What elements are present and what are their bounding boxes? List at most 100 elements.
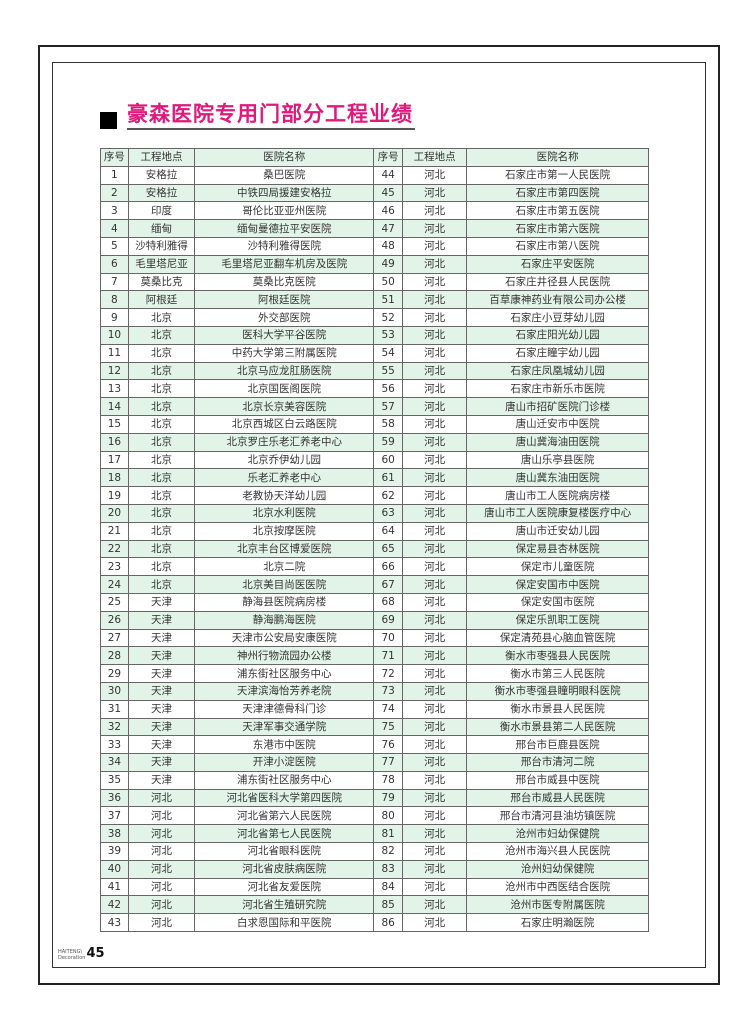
cell-hospital: 北京二院: [194, 557, 375, 577]
cell-location: 河北: [402, 379, 468, 399]
cell-index: 10: [100, 325, 129, 345]
cell-index: 73: [373, 681, 404, 701]
table-row: 39 河北 河北省眼科医院 82 河北 沧州市海兴县人民医院: [100, 842, 649, 861]
cell-location: 河北: [402, 432, 468, 452]
cell-hospital: 河北省生殖研究院: [194, 895, 375, 915]
cell-index: 86: [373, 913, 404, 933]
cell-index: 21: [100, 521, 129, 541]
cell-index: 81: [373, 824, 404, 844]
cell-location: 北京: [127, 468, 196, 488]
table-row: 41 河北 河北省友爱医院 84 河北 沧州市中西医结合医院: [100, 877, 649, 897]
cell-hospital: 哥伦比亚亚州医院: [194, 201, 375, 221]
cell-location: 安格拉: [127, 183, 196, 203]
cell-hospital: 乐老汇养老中心: [194, 468, 375, 488]
cell-location: 河北: [402, 806, 468, 826]
cell-hospital: 河北省医科大学第四医院: [194, 788, 375, 808]
cell-location: 天津: [127, 628, 196, 648]
cell-hospital: 沧州市妇幼保健院: [466, 824, 649, 844]
table-row: 27 天津 天津市公安局安康医院 70 河北 保定清苑县心脑血管医院: [100, 628, 649, 648]
cell-hospital: 河北省第七人民医院: [194, 824, 375, 844]
cell-hospital: 静海县医院病房楼: [194, 592, 375, 612]
cell-index: 56: [373, 379, 404, 399]
cell-hospital: 保定市儿童医院: [466, 557, 649, 577]
cell-location: 河北: [402, 557, 468, 577]
cell-index: 67: [373, 575, 404, 594]
table-row: 34 天津 开津小淀医院 77 河北 邢台市清河二院: [100, 753, 649, 772]
cell-hospital: 浦东街社区服务中心: [194, 770, 375, 790]
table-row: 31 天津 天津津德骨科门诊 74 河北 衡水市景县人民医院: [100, 699, 649, 719]
cell-location: 印度: [127, 201, 196, 221]
cell-location: 北京: [127, 486, 196, 505]
cell-index: 25: [100, 592, 129, 612]
cell-location: 天津: [127, 699, 196, 719]
table-row: 12 北京 北京马应龙肛肠医院 55 河北 石家庄凤凰城幼儿园: [100, 361, 649, 381]
cell-location: 北京: [127, 539, 196, 559]
cell-hospital: 莫桑比克医院: [194, 272, 375, 292]
cell-hospital: 唐山冀海油田医院: [466, 432, 649, 452]
header-index: 序号: [100, 148, 129, 167]
cell-hospital: 石家庄凤凰城幼儿园: [466, 361, 649, 381]
table-row: 23 北京 北京二院 66 河北 保定市儿童医院: [100, 557, 649, 577]
table-row: 5 沙特利雅得 沙特利雅得医院 48 河北 石家庄市第八医院: [100, 236, 649, 256]
cell-hospital: 神州行物流园办公楼: [194, 646, 375, 666]
table-row: 3 印度 哥伦比亚亚州医院 46 河北 石家庄市第五医院: [100, 201, 649, 221]
cell-hospital: 保定乐凯职工医院: [466, 610, 649, 630]
cell-location: 河北: [402, 503, 468, 523]
cell-location: 北京: [127, 379, 196, 399]
cell-hospital: 石家庄明瀚医院: [466, 913, 649, 933]
cell-index: 6: [100, 254, 129, 274]
cell-index: 46: [373, 201, 404, 221]
cell-hospital: 唐山冀东油田医院: [466, 468, 649, 488]
cell-hospital: 石家庄市第八医院: [466, 236, 649, 256]
cell-index: 68: [373, 592, 404, 612]
cell-index: 16: [100, 432, 129, 452]
cell-location: 北京: [127, 397, 196, 416]
outer-border: [38, 45, 720, 985]
table-row: 9 北京 外交部医院 52 河北 石家庄小豆芽幼儿园: [100, 308, 649, 327]
table-row: 15 北京 北京西城区白云路医院 58 河北 唐山迁安市中医院: [100, 414, 649, 434]
cell-location: 天津: [127, 664, 196, 683]
cell-index: 53: [373, 325, 404, 345]
cell-location: 河北: [402, 913, 468, 933]
cell-location: 北京: [127, 325, 196, 345]
table-row: 6 毛里塔尼亚 毛里塔尼亚翻车机房及医院 49 河北 石家庄平安医院: [100, 254, 649, 274]
cell-index: 27: [100, 628, 129, 648]
table-row: 16 北京 北京罗庄乐老汇养老中心 59 河北 唐山冀海油田医院: [100, 432, 649, 452]
cell-location: 河北: [402, 842, 468, 861]
table-row: 35 天津 浦东街社区服务中心 78 河北 邢台市威县中医院: [100, 770, 649, 790]
cell-location: 河北: [402, 735, 468, 755]
cell-hospital: 邢台市威县人民医院: [466, 788, 649, 808]
table-header-row: 序号 工程地点 医院名称 序号 工程地点 医院名称: [100, 148, 649, 167]
cell-hospital: 浦东街社区服务中心: [194, 664, 375, 683]
cell-hospital: 衡水市景县人民医院: [466, 699, 649, 719]
cell-location: 北京: [127, 432, 196, 452]
cell-location: 河北: [402, 664, 468, 683]
cell-hospital: 北京丰台区博爱医院: [194, 539, 375, 559]
header-hospital: 医院名称: [466, 148, 649, 167]
cell-index: 17: [100, 450, 129, 470]
cell-hospital: 保定安国市医院: [466, 592, 649, 612]
cell-location: 河北: [402, 165, 468, 185]
cell-location: 河北: [127, 842, 196, 861]
table-row: 18 北京 乐老汇养老中心 61 河北 唐山冀东油田医院: [100, 468, 649, 488]
cell-hospital: 北京罗庄乐老汇养老中心: [194, 432, 375, 452]
table-row: 32 天津 天津军事交通学院 75 河北 衡水市景县第二人民医院: [100, 717, 649, 737]
cell-hospital: 东港市中医院: [194, 735, 375, 755]
header-hospital: 医院名称: [194, 148, 375, 167]
cell-hospital: 石家庄市第一人民医院: [466, 165, 649, 185]
cell-index: 39: [100, 842, 129, 861]
projects-table: 序号 工程地点 医院名称 序号 工程地点 医院名称 1 安格拉 桑巴医院 44 河北 石家…: [100, 148, 649, 933]
cell-location: 河北: [402, 770, 468, 790]
cell-index: 7: [100, 272, 129, 292]
cell-index: 38: [100, 824, 129, 844]
cell-location: 河北: [402, 717, 468, 737]
table-row: 26 天津 静海鹏海医院 69 河北 保定乐凯职工医院: [100, 610, 649, 630]
cell-index: 36: [100, 788, 129, 808]
cell-index: 32: [100, 717, 129, 737]
cell-location: 河北: [402, 575, 468, 594]
cell-hospital: 老教协天洋幼儿园: [194, 486, 375, 505]
cell-index: 58: [373, 414, 404, 434]
cell-hospital: 石家庄市第六医院: [466, 219, 649, 238]
cell-hospital: 桑巴医院: [194, 165, 375, 185]
table-row: 14 北京 北京长京美容医院 57 河北 唐山市招矿医院门诊楼: [100, 397, 649, 416]
